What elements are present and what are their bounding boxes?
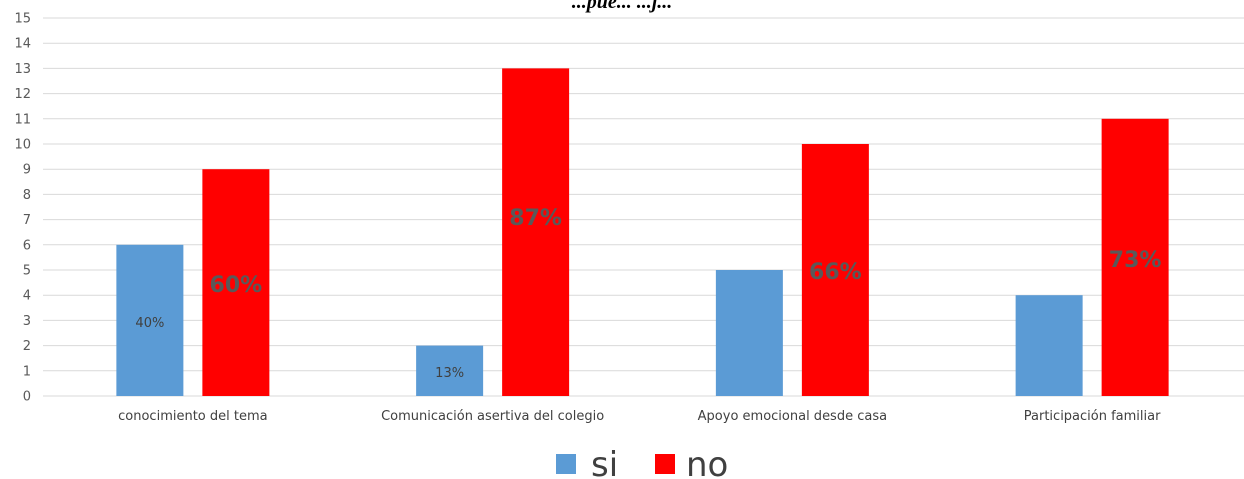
y-tick-label: 4 xyxy=(23,289,31,304)
legend-label-si: si xyxy=(591,445,618,479)
data-label-si: 40% xyxy=(135,316,164,331)
legend-label-no: no xyxy=(686,445,728,479)
y-tick-label: 2 xyxy=(23,339,31,354)
bar-si xyxy=(715,270,783,396)
bar-si xyxy=(116,244,184,396)
data-label-no: 60% xyxy=(210,273,263,298)
y-tick-label: 0 xyxy=(23,390,31,405)
legend-swatch-no xyxy=(655,454,675,474)
bar-si xyxy=(1015,295,1083,396)
y-tick-label: 5 xyxy=(23,264,31,279)
x-category-label: conocimiento del tema xyxy=(118,409,267,424)
data-label-no: 66% xyxy=(809,260,862,285)
x-axis: conocimiento del tema Comunicación aserti… xyxy=(118,409,1161,424)
y-tick-label: 14 xyxy=(14,37,31,52)
y-tick-label: 3 xyxy=(23,314,31,329)
bar-si xyxy=(416,345,484,396)
bar-no xyxy=(502,68,570,397)
bar-no xyxy=(801,144,869,396)
y-tick-label: 10 xyxy=(14,138,31,153)
y-tick-label: 13 xyxy=(14,62,31,77)
x-category-label: Comunicación asertiva del colegio xyxy=(381,409,604,424)
x-category-label: Participación familiar xyxy=(1024,409,1161,424)
data-label-no: 73% xyxy=(1109,248,1162,273)
chart-title: ...pue... ...j... xyxy=(572,0,673,13)
data-label-no: 87% xyxy=(509,206,562,231)
y-tick-label: 8 xyxy=(23,188,31,203)
y-tick-label: 7 xyxy=(23,213,31,228)
data-labels: 40% 60% 13% 87% 66% 73% xyxy=(135,206,1161,381)
y-tick-label: 11 xyxy=(14,112,31,127)
bars xyxy=(116,68,1169,397)
y-tick-label: 12 xyxy=(14,87,31,102)
y-tick-label: 9 xyxy=(23,163,31,178)
y-tick-label: 1 xyxy=(23,364,31,379)
y-tick-label: 15 xyxy=(14,12,31,27)
bar-no xyxy=(202,169,270,396)
legend: si no xyxy=(556,445,728,479)
x-category-label: Apoyo emocional desde casa xyxy=(698,409,887,424)
bar-no xyxy=(1101,118,1169,397)
data-label-si: 13% xyxy=(435,366,464,381)
y-tick-label: 6 xyxy=(23,238,31,253)
legend-swatch-si xyxy=(556,454,576,474)
